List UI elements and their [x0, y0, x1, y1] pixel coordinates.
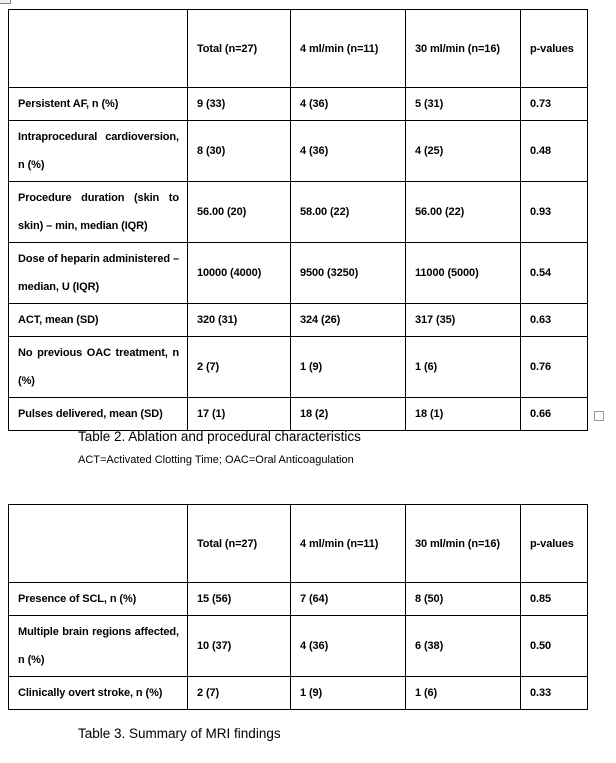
cell-value[interactable]: 4 (36) [290, 87, 406, 121]
cell-value[interactable]: 10 (37) [187, 615, 291, 677]
cell-value[interactable]: 0.54 [520, 242, 588, 304]
table2-footnote: ACT=Activated Clotting Time; OAC=Oral An… [78, 454, 354, 466]
cell-value[interactable]: 2 (7) [187, 336, 291, 398]
cell-value[interactable]: 0.73 [520, 87, 588, 121]
table-row: Multiple brain regions affected, n (%) 1… [8, 615, 588, 677]
table-row: Persistent AF, n (%) 9 (33) 4 (36) 5 (31… [8, 87, 588, 121]
table2-caption: Table 2. Ablation and procedural charact… [78, 429, 361, 444]
column-header-pvalues[interactable]: p-values [520, 504, 588, 583]
row-label[interactable]: Persistent AF, n (%) [8, 87, 188, 121]
table3-caption: Table 3. Summary of MRI findings [78, 726, 281, 741]
cell-value[interactable]: 11000 (5000) [405, 242, 521, 304]
cell-value[interactable]: 1 (9) [290, 676, 406, 710]
cell-value[interactable]: 17 (1) [187, 397, 291, 431]
cell-value[interactable]: 0.33 [520, 676, 588, 710]
cell-value[interactable]: 8 (50) [405, 582, 521, 616]
cell-value[interactable]: 56.00 (20) [187, 181, 291, 243]
table-move-handle-icon[interactable]: + [0, 0, 11, 4]
table-row: Procedure duration (skin to skin) – min,… [8, 181, 588, 243]
cell-value[interactable]: 18 (2) [290, 397, 406, 431]
cell-value[interactable]: 0.85 [520, 582, 588, 616]
column-header-total[interactable]: Total (n=27) [187, 9, 291, 88]
cell-value[interactable]: 4 (36) [290, 120, 406, 182]
cell-value[interactable]: 15 (56) [187, 582, 291, 616]
cell-value[interactable]: 317 (35) [405, 303, 521, 337]
column-header-4mlmin[interactable]: 4 ml/min (n=11) [290, 9, 406, 88]
row-label[interactable]: Presence of SCL, n (%) [8, 582, 188, 616]
cell-value[interactable]: 9 (33) [187, 87, 291, 121]
column-header-empty[interactable] [8, 9, 188, 88]
cell-value[interactable]: 0.66 [520, 397, 588, 431]
row-label[interactable]: Multiple brain regions affected, n (%) [8, 615, 188, 677]
cell-value[interactable]: 8 (30) [187, 120, 291, 182]
row-label[interactable]: Procedure duration (skin to skin) – min,… [8, 181, 188, 243]
cell-value[interactable]: 324 (26) [290, 303, 406, 337]
column-header-4mlmin[interactable]: 4 ml/min (n=11) [290, 504, 406, 583]
cell-value[interactable]: 7 (64) [290, 582, 406, 616]
cell-value[interactable]: 18 (1) [405, 397, 521, 431]
cell-value[interactable]: 0.48 [520, 120, 588, 182]
cell-value[interactable]: 6 (38) [405, 615, 521, 677]
row-label[interactable]: Pulses delivered, mean (SD) [8, 397, 188, 431]
table-row: Total (n=27) 4 ml/min (n=11) 30 ml/min (… [8, 504, 588, 583]
cell-value[interactable]: 58.00 (22) [290, 181, 406, 243]
table-row: Presence of SCL, n (%) 15 (56) 7 (64) 8 … [8, 582, 588, 616]
cell-value[interactable]: 4 (36) [290, 615, 406, 677]
cell-value[interactable]: 0.50 [520, 615, 588, 677]
cell-value[interactable]: 0.63 [520, 303, 588, 337]
row-label[interactable]: No previous OAC treatment, n (%) [8, 336, 188, 398]
cell-value[interactable]: 4 (25) [405, 120, 521, 182]
table-row: Intraprocedural cardioversion, n (%) 8 (… [8, 120, 588, 182]
column-header-pvalues[interactable]: p-values [520, 9, 588, 88]
row-label[interactable]: ACT, mean (SD) [8, 303, 188, 337]
table-row: Clinically overt stroke, n (%) 2 (7) 1 (… [8, 676, 588, 710]
cell-value[interactable]: 0.93 [520, 181, 588, 243]
row-label[interactable]: Clinically overt stroke, n (%) [8, 676, 188, 710]
mri-findings-table: Total (n=27) 4 ml/min (n=11) 30 ml/min (… [8, 504, 588, 710]
cell-value[interactable]: 9500 (3250) [290, 242, 406, 304]
table-resize-handle[interactable] [594, 411, 604, 421]
row-label[interactable]: Intraprocedural cardioversion, n (%) [8, 120, 188, 182]
column-header-total[interactable]: Total (n=27) [187, 504, 291, 583]
table-row: Pulses delivered, mean (SD) 17 (1) 18 (2… [8, 397, 588, 431]
cell-value[interactable]: 56.00 (22) [405, 181, 521, 243]
table-row: ACT, mean (SD) 320 (31) 324 (26) 317 (35… [8, 303, 588, 337]
ablation-table: Total (n=27) 4 ml/min (n=11) 30 ml/min (… [8, 9, 588, 431]
column-header-empty[interactable] [8, 504, 188, 583]
table-row: Dose of heparin administered – median, U… [8, 242, 588, 304]
cell-value[interactable]: 0.76 [520, 336, 588, 398]
table-row: No previous OAC treatment, n (%) 2 (7) 1… [8, 336, 588, 398]
cell-value[interactable]: 1 (6) [405, 676, 521, 710]
column-header-30mlmin[interactable]: 30 ml/min (n=16) [405, 9, 521, 88]
table-row: Total (n=27) 4 ml/min (n=11) 30 ml/min (… [8, 9, 588, 88]
column-header-30mlmin[interactable]: 30 ml/min (n=16) [405, 504, 521, 583]
cell-value[interactable]: 1 (9) [290, 336, 406, 398]
cell-value[interactable]: 10000 (4000) [187, 242, 291, 304]
row-label[interactable]: Dose of heparin administered – median, U… [8, 242, 188, 304]
cell-value[interactable]: 5 (31) [405, 87, 521, 121]
cell-value[interactable]: 1 (6) [405, 336, 521, 398]
cell-value[interactable]: 2 (7) [187, 676, 291, 710]
cell-value[interactable]: 320 (31) [187, 303, 291, 337]
